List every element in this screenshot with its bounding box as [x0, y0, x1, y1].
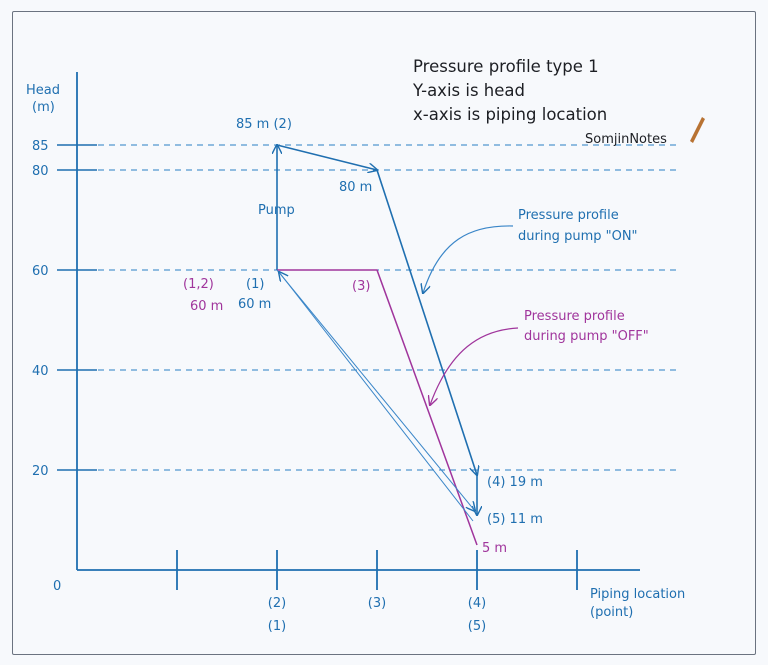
y-tick-label-40: 40 — [32, 364, 49, 379]
somjinnotes-logo: SomjinNotes — [585, 117, 705, 147]
y-tick-label-85: 85 — [32, 139, 49, 154]
thin-arrow-1-to-5 — [276, 269, 475, 511]
label-point4-19m: (4) 19 m — [487, 475, 543, 490]
x-axis-label: Piping location — [590, 587, 685, 602]
pencil-icon — [690, 117, 705, 143]
callout-on-line-1: Pressure profile — [518, 208, 619, 223]
label-point5-11m: (5) 11 m — [487, 512, 543, 527]
on-segment-3 — [376, 169, 477, 475]
label-80m: 80 m — [339, 180, 372, 195]
diagram-frame — [12, 11, 756, 655]
thin-arrow-5-to-1 — [279, 272, 474, 522]
x-ticks: (2) (1) (3) (4) (5) — [176, 550, 578, 634]
gridlines — [98, 144, 680, 471]
logo-text: SomjinNotes — [585, 132, 667, 147]
y-axis-label: Head — [26, 83, 60, 98]
x-tick-label-3: (3) — [368, 596, 386, 611]
origin-label: 0 — [53, 579, 61, 594]
y-ticks: 85 80 60 40 20 — [32, 139, 97, 479]
callout-off-arrow — [430, 327, 519, 405]
label-point12: (1,2) — [183, 277, 214, 292]
label-85m-point2: 85 m (2) — [236, 117, 292, 132]
label-5m: 5 m — [482, 541, 507, 556]
callout-on-line-2: during pump "ON" — [518, 229, 638, 244]
y-axis-unit: (m) — [32, 100, 55, 115]
y-tick-label-20: 20 — [32, 464, 49, 479]
on-segment-2 — [276, 144, 377, 170]
x-tick-label-2: (2) — [268, 596, 286, 611]
pump-label: Pump — [258, 203, 295, 218]
title-line-2: Y-axis is head — [412, 81, 525, 100]
off-profile-line — [277, 269, 478, 546]
thin-arrow — [276, 269, 475, 522]
callout-off-line-1: Pressure profile — [524, 309, 625, 324]
y-tick-label-80: 80 — [32, 164, 49, 179]
title-line-1: Pressure profile type 1 — [413, 57, 599, 76]
x-axis-unit: (point) — [590, 605, 633, 620]
callout-off-line-2: during pump "OFF" — [524, 329, 649, 344]
x-tick-sublabel-2: (1) — [268, 619, 286, 634]
profile-off-series — [277, 269, 478, 546]
x-tick-label-4: (4) — [468, 596, 486, 611]
label-point1-head: 60 m — [238, 297, 271, 312]
callout-on-arrow — [423, 225, 514, 293]
profile-on-series — [277, 145, 477, 515]
label-point3: (3) — [352, 279, 370, 294]
title-line-3: x-axis is piping location — [413, 105, 607, 124]
label-point12-head: 60 m — [190, 299, 223, 314]
y-tick-label-60: 60 — [32, 264, 49, 279]
x-tick-sublabel-4: (5) — [468, 619, 486, 634]
label-point1: (1) — [246, 277, 264, 292]
